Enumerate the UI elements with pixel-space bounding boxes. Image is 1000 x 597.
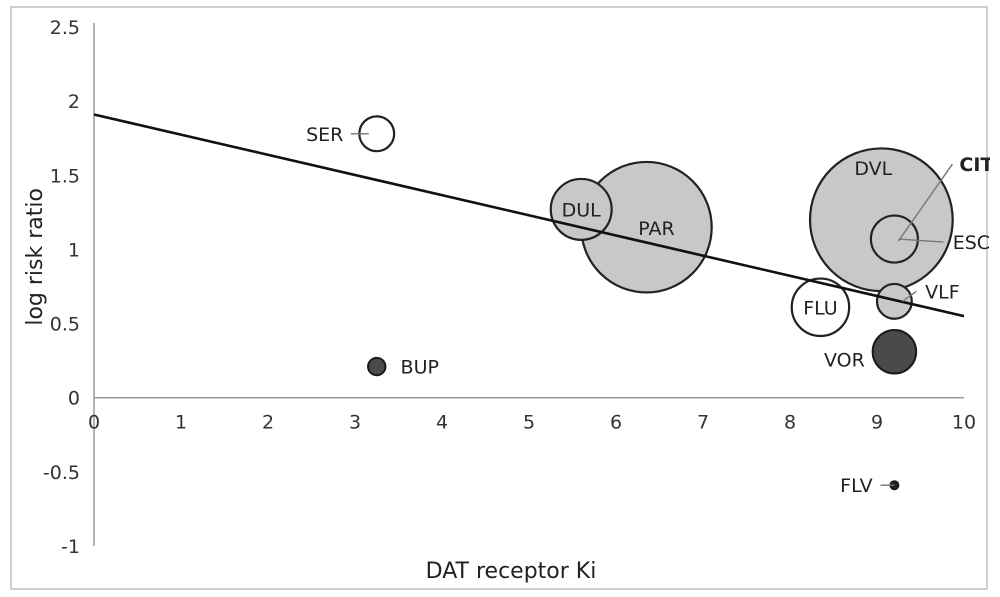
bubble-label-bup: BUP — [401, 357, 439, 379]
x-tick-label: 5 — [523, 412, 535, 434]
bubble-label-esc: ESC — [953, 232, 990, 254]
x-tick-label: 1 — [175, 412, 187, 434]
leader-line-vlf — [901, 290, 917, 302]
y-tick-label: 1.5 — [50, 165, 80, 187]
bubble-label-par: PAR — [638, 218, 674, 240]
trend-line — [93, 113, 965, 318]
leader-line-esc — [898, 238, 944, 243]
x-tick-label: 6 — [610, 412, 622, 434]
x-tick-label: 4 — [436, 412, 448, 434]
bubble-label-cit: CIT — [959, 154, 990, 176]
leader-line-cit — [897, 163, 953, 242]
y-axis-title: log risk ratio — [23, 188, 48, 326]
x-tick-label: 2 — [262, 412, 274, 434]
y-tick-label: -1 — [61, 536, 80, 558]
bubble-label-flv: FLV — [840, 475, 872, 497]
bubble-esc — [869, 214, 919, 264]
y-tick-label: 2.5 — [50, 17, 80, 39]
bubble-label-vlf: VLF — [925, 281, 960, 303]
scatter-chart: 0 1 2 3 4 5 6 7 8 9 10 -1 -0.5 0 0.5 1 1.5 2 2.5 DAT recept… — [23, 17, 990, 584]
x-tick-label: 10 — [952, 412, 976, 434]
bubble-bup — [367, 356, 387, 377]
y-tick-label: -0.5 — [43, 462, 80, 484]
bubble-flu — [790, 277, 851, 338]
x-tick-label: 8 — [784, 412, 796, 434]
y-tick-label: 2 — [68, 91, 80, 113]
y-tick-label: 0.5 — [50, 314, 80, 336]
y-tick-label: 1 — [68, 239, 80, 261]
bubble-label-dvl: DVL — [854, 158, 892, 180]
x-tick-label: 0 — [88, 412, 100, 434]
bubble-label-ser: SER — [306, 124, 343, 146]
bubble-label-vor: VOR — [824, 350, 865, 372]
y-tick-label: 0 — [68, 388, 80, 410]
bubble-label-flu: FLU — [803, 297, 837, 319]
bubble-label-dul: DUL — [562, 199, 602, 221]
x-tick-label: 3 — [349, 412, 361, 434]
x-axis-title: DAT receptor Ki — [426, 559, 597, 584]
bubble-vor — [871, 328, 918, 375]
x-tick-label: 7 — [697, 412, 709, 434]
chart-frame: 0 1 2 3 4 5 6 7 8 9 10 -1 -0.5 0 0.5 1 1.5 2 2.5 DAT recept… — [10, 6, 990, 590]
x-tick-label: 9 — [871, 412, 883, 434]
